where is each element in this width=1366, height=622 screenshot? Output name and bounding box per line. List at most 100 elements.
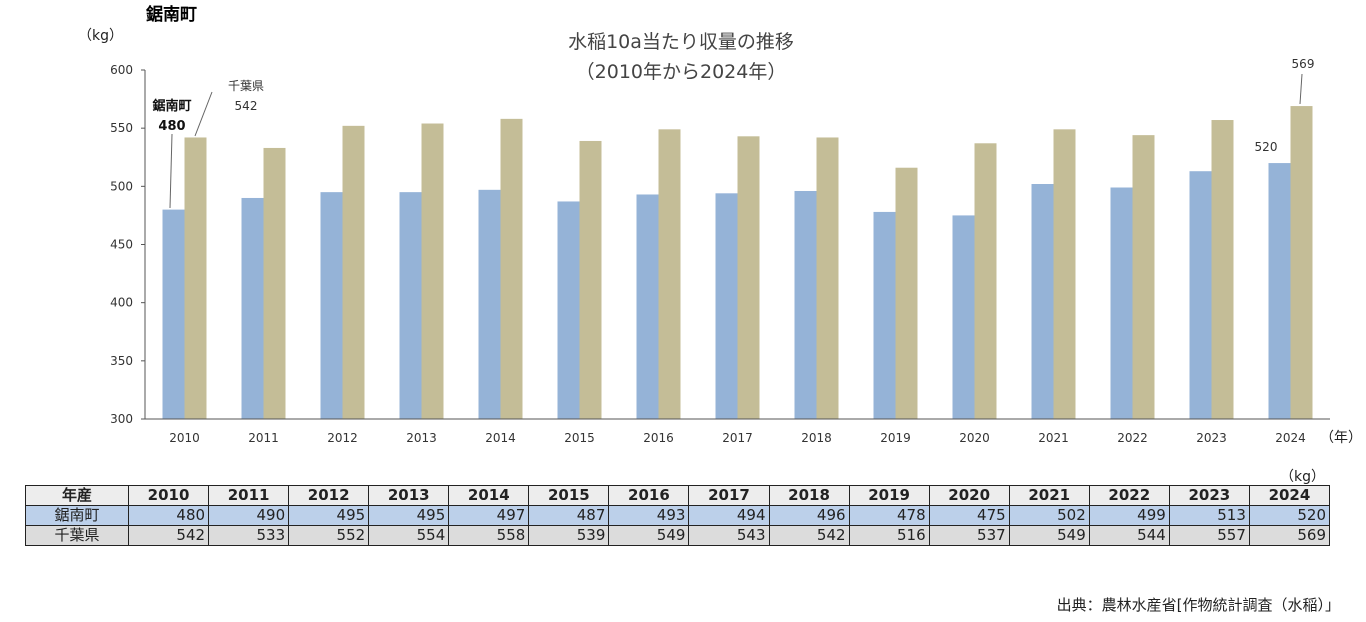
bar-series1 — [241, 197, 264, 419]
bar-series2 — [184, 137, 207, 419]
table-cell: 542 — [127, 525, 210, 546]
table-cell: 513 — [1168, 505, 1250, 526]
table-header-year: 2016 — [608, 485, 690, 506]
bar-series2 — [1053, 129, 1076, 419]
table-header-year: 2021 — [1008, 485, 1090, 506]
table-cell: 496 — [768, 505, 850, 526]
x-tick-label: 2016 — [643, 431, 674, 445]
bar-series1 — [162, 209, 185, 419]
table-cell: 497 — [448, 505, 530, 526]
bar-series2 — [1290, 106, 1313, 420]
table-header-year: 2022 — [1088, 485, 1170, 506]
annotation-series2-value: 542 — [235, 99, 258, 113]
bar-series1 — [715, 193, 738, 419]
x-tick-label: 2022 — [1117, 431, 1148, 445]
table-header-year: 2024 — [1248, 485, 1331, 506]
bar-series1 — [636, 194, 659, 419]
table-header-year: 2020 — [928, 485, 1010, 506]
source-note: 出典：農林水産省[作物統計調査（水稲）」 — [1056, 596, 1340, 614]
annotation-series1-name: 鋸南町 — [152, 98, 191, 114]
annotation-last-series2-value: 569 — [1292, 57, 1315, 71]
x-tick-label: 2017 — [722, 431, 753, 445]
bar-series1 — [478, 189, 501, 419]
table-cell: 542 — [768, 525, 850, 546]
bar-series1 — [557, 201, 580, 419]
bar-series2 — [342, 125, 365, 419]
table-cell: 549 — [1008, 525, 1090, 546]
bar-series1 — [794, 190, 817, 419]
y-tick-label: 300 — [110, 412, 133, 426]
bar-series1 — [873, 211, 896, 419]
bar-series1 — [1268, 163, 1291, 419]
x-tick-label: 2015 — [564, 431, 595, 445]
bar-series2 — [974, 143, 997, 420]
data-table: 年産 2010 2011 2012 2013 2014 2015 2016 2017 2018 20… — [25, 485, 1331, 546]
table-cell: 554 — [368, 525, 450, 546]
table-header-row: 年産 2010 2011 2012 2013 2014 2015 2016 2017 2018 20… — [25, 485, 1331, 506]
table-cell: 558 — [448, 525, 530, 546]
x-tick-label: 2023 — [1196, 431, 1227, 445]
y-tick-label: 350 — [110, 354, 133, 368]
y-tick-label: 450 — [110, 238, 133, 252]
table-header-year: 2023 — [1168, 485, 1250, 506]
bar-series2 — [737, 136, 760, 419]
table-cell: 516 — [848, 525, 930, 546]
bar-series1 — [952, 215, 975, 419]
x-tick-label: 2018 — [801, 431, 832, 445]
table-cell: 557 — [1168, 525, 1250, 546]
bar-series1 — [1110, 187, 1133, 419]
bar-series2 — [816, 137, 839, 419]
table-cell: 544 — [1088, 525, 1170, 546]
bar-series2 — [263, 147, 286, 419]
chart-title-line2: （2010年から2024年） — [576, 61, 787, 83]
x-tick-label: 2024 — [1275, 431, 1306, 445]
table-cell: 520 — [1248, 505, 1331, 526]
bar-series2 — [895, 167, 918, 419]
table-cell: 569 — [1248, 525, 1331, 546]
callout-line-series1 — [169, 133, 173, 209]
table-cell: 539 — [528, 525, 610, 546]
table-header-year: 2013 — [368, 485, 450, 506]
table-cell: 552 — [288, 525, 370, 546]
bar-series1 — [320, 192, 343, 419]
annotation-series1-value: 480 — [158, 119, 185, 134]
table-cell: 494 — [688, 505, 770, 526]
x-tick-label: 2014 — [485, 431, 516, 445]
bar-series1 — [1189, 171, 1212, 419]
annotation-last-series1-value: 520 — [1255, 140, 1278, 154]
table-cell: 537 — [928, 525, 1010, 546]
callout-line-series2 — [194, 91, 213, 137]
y-tick-label: 400 — [110, 296, 133, 310]
bar-series2 — [579, 140, 602, 420]
table-cell: 495 — [368, 505, 450, 526]
y-axis-unit: （kg） — [78, 28, 123, 44]
table-cell: 475 — [928, 505, 1010, 526]
table-cell: 490 — [208, 505, 290, 526]
bar-series1 — [1031, 184, 1054, 419]
callout-line-last-series2 — [1299, 73, 1303, 105]
table-header-label: 年産 — [25, 485, 129, 506]
table-cell: 493 — [608, 505, 690, 526]
table-header-year: 2019 — [848, 485, 930, 506]
table-cell: 487 — [528, 505, 610, 526]
x-axis-unit: （年） — [1320, 430, 1362, 446]
table-header-year: 2011 — [208, 485, 290, 506]
bar-series2 — [421, 123, 444, 419]
annotation-series2-name: 千葉県 — [228, 79, 264, 93]
table-row-label: 千葉県 — [25, 525, 129, 546]
x-tick-label: 2010 — [169, 431, 200, 445]
table-row-label: 鋸南町 — [25, 505, 129, 526]
y-tick-label: 600 — [110, 63, 133, 77]
bar-series2 — [1132, 135, 1155, 419]
table-cell: 480 — [127, 505, 210, 526]
table-row: 千葉県 542 533 552 554 558 539 549 543 542 516 537 549 5… — [25, 525, 1331, 546]
bar-series2 — [500, 118, 523, 420]
table-header-year: 2010 — [127, 485, 210, 506]
y-tick-label: 550 — [110, 121, 133, 135]
table-header-year: 2012 — [288, 485, 370, 506]
bar-series1 — [399, 192, 422, 419]
table-header-year: 2017 — [688, 485, 770, 506]
chart-title-line1: 水稲10a当たり収量の推移 — [568, 31, 794, 53]
x-tick-label: 2020 — [959, 431, 990, 445]
table-cell: 533 — [208, 525, 290, 546]
